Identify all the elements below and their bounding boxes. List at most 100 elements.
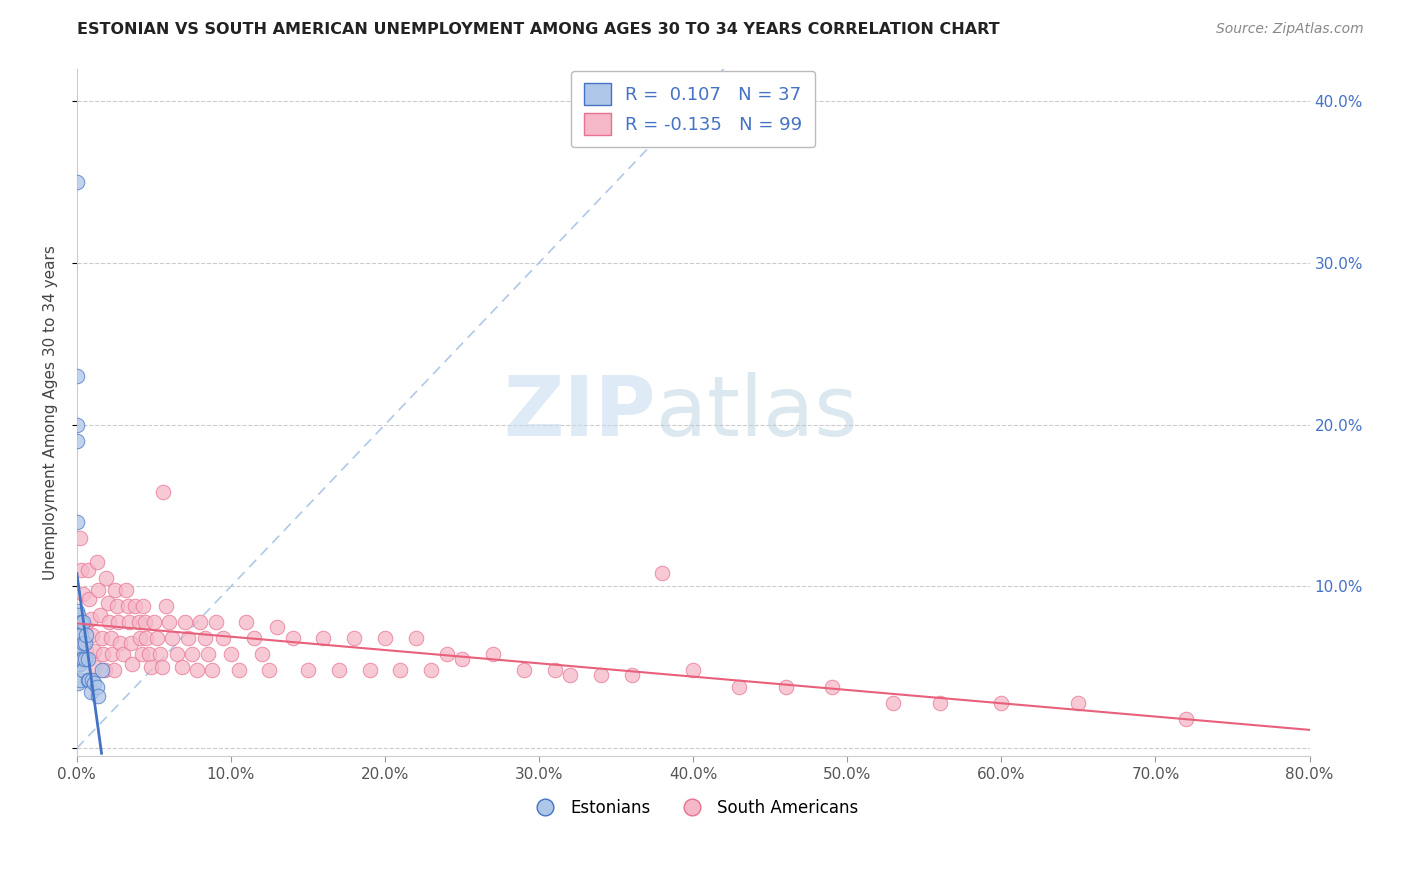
Point	[72, 652, 94, 666]
Point	[83, 676, 105, 690]
Point	[66, 434, 89, 448]
Point	[76, 563, 98, 577]
Point	[69, 657, 91, 671]
Point	[66, 175, 89, 189]
Point	[162, 631, 184, 645]
Point	[72, 587, 94, 601]
Point	[166, 648, 188, 662]
Point	[72, 615, 94, 629]
Point	[170, 660, 193, 674]
Point	[66, 657, 89, 671]
Point	[405, 631, 427, 645]
Point	[103, 664, 125, 678]
Point	[80, 612, 103, 626]
Point	[108, 636, 131, 650]
Point	[589, 668, 612, 682]
Point	[728, 680, 751, 694]
Point	[76, 652, 98, 666]
Point	[135, 631, 157, 645]
Point	[821, 680, 844, 694]
Point	[73, 652, 96, 666]
Point	[72, 636, 94, 650]
Point	[67, 608, 90, 623]
Point	[120, 636, 142, 650]
Point	[259, 664, 281, 678]
Point	[281, 631, 304, 645]
Text: atlas: atlas	[657, 372, 858, 453]
Point	[75, 628, 97, 642]
Point	[70, 652, 93, 666]
Point	[420, 664, 443, 678]
Point	[149, 648, 172, 662]
Point	[194, 631, 217, 645]
Point	[100, 631, 122, 645]
Point	[66, 604, 89, 618]
Point	[250, 648, 273, 662]
Point	[235, 615, 257, 629]
Point	[928, 696, 950, 710]
Point	[75, 644, 97, 658]
Point	[115, 582, 138, 597]
Point	[117, 599, 139, 613]
Point	[86, 555, 108, 569]
Point	[359, 664, 381, 678]
Point	[87, 690, 110, 704]
Text: ZIP: ZIP	[503, 372, 657, 453]
Point	[66, 417, 89, 432]
Legend: Estonians, South Americans: Estonians, South Americans	[522, 792, 865, 823]
Point	[73, 636, 96, 650]
Point	[882, 696, 904, 710]
Point	[142, 615, 165, 629]
Point	[131, 648, 153, 662]
Point	[104, 582, 127, 597]
Point	[1175, 712, 1198, 726]
Point	[94, 571, 117, 585]
Point	[101, 648, 124, 662]
Point	[69, 640, 91, 655]
Point	[134, 615, 156, 629]
Point	[374, 631, 396, 645]
Point	[152, 485, 174, 500]
Point	[67, 631, 90, 645]
Point	[150, 660, 173, 674]
Point	[775, 680, 797, 694]
Point	[186, 664, 208, 678]
Point	[651, 566, 673, 581]
Point	[97, 595, 120, 609]
Point	[138, 648, 160, 662]
Point	[83, 644, 105, 658]
Point	[66, 652, 89, 666]
Point	[90, 664, 112, 678]
Point	[66, 624, 89, 639]
Point	[105, 599, 128, 613]
Point	[77, 592, 100, 607]
Point	[84, 660, 107, 674]
Point	[204, 615, 226, 629]
Point	[620, 668, 643, 682]
Point	[297, 664, 319, 678]
Point	[181, 648, 204, 662]
Point	[219, 648, 242, 662]
Point	[228, 664, 250, 678]
Point	[990, 696, 1012, 710]
Point	[201, 664, 224, 678]
Point	[67, 644, 90, 658]
Point	[482, 648, 505, 662]
Point	[82, 628, 104, 642]
Point	[66, 515, 89, 529]
Point	[128, 615, 150, 629]
Point	[66, 369, 89, 384]
Point	[77, 673, 100, 688]
Point	[72, 664, 94, 678]
Point	[129, 631, 152, 645]
Point	[87, 582, 110, 597]
Point	[70, 615, 93, 629]
Point	[86, 680, 108, 694]
Point	[107, 615, 129, 629]
Text: ESTONIAN VS SOUTH AMERICAN UNEMPLOYMENT AMONG AGES 30 TO 34 YEARS CORRELATION CH: ESTONIAN VS SOUTH AMERICAN UNEMPLOYMENT …	[77, 22, 1000, 37]
Point	[173, 615, 195, 629]
Point	[76, 673, 98, 688]
Point	[73, 620, 96, 634]
Point	[328, 664, 350, 678]
Point	[67, 620, 90, 634]
